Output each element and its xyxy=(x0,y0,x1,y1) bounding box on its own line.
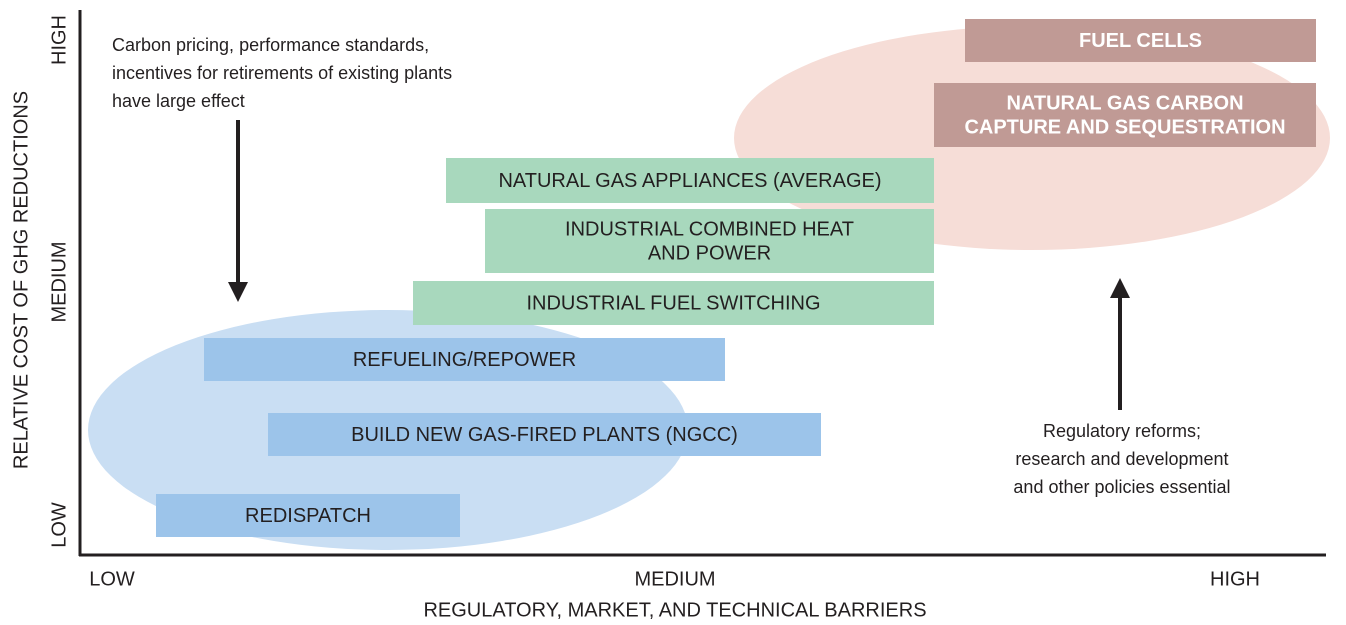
x-axis-label: REGULATORY, MARKET, AND TECHNICAL BARRIE… xyxy=(423,599,926,621)
box xyxy=(156,494,460,537)
x-tick-label: LOW xyxy=(89,568,135,590)
box xyxy=(934,83,1316,147)
annotation: incentives for retirements of existing p… xyxy=(112,63,452,83)
box xyxy=(485,209,934,273)
box-label: INDUSTRIAL FUEL SWITCHING xyxy=(526,292,820,314)
annotation: research and development xyxy=(1015,449,1228,469)
box-label: REFUELING/REPOWER xyxy=(353,349,576,371)
annotation: have large effect xyxy=(112,91,245,111)
annotation: Regulatory reforms; xyxy=(1043,421,1201,441)
box-label: REDISPATCH xyxy=(245,505,371,527)
y-axis-label: RELATIVE COST OF GHG REDUCTIONS xyxy=(10,91,32,469)
box-label: NATURAL GAS APPLIANCES (AVERAGE) xyxy=(498,170,881,192)
box xyxy=(413,281,934,325)
box xyxy=(446,158,934,203)
box-label: INDUSTRIAL COMBINED HEAT xyxy=(565,218,854,240)
box-label: AND POWER xyxy=(648,242,771,264)
y-tick-label: HIGH xyxy=(48,15,70,65)
x-tick-label: HIGH xyxy=(1210,568,1260,590)
y-tick-label: MEDIUM xyxy=(48,241,70,322)
box xyxy=(268,413,821,456)
box-label: NATURAL GAS CARBON xyxy=(1006,92,1243,114)
box xyxy=(204,338,725,381)
x-tick-label: MEDIUM xyxy=(634,568,715,590)
box-label: CAPTURE AND SEQUESTRATION xyxy=(964,116,1285,138)
box-label: FUEL CELLS xyxy=(1079,30,1202,52)
box xyxy=(965,19,1316,62)
annotations: Carbon pricing, performance standards, in… xyxy=(112,35,1231,497)
y-tick-label: LOW xyxy=(48,502,70,548)
annotation: Carbon pricing, performance standards, xyxy=(112,35,429,55)
annotation: and other policies essential xyxy=(1013,477,1230,497)
box-label: BUILD NEW GAS-FIRED PLANTS (NGCC) xyxy=(351,424,738,446)
